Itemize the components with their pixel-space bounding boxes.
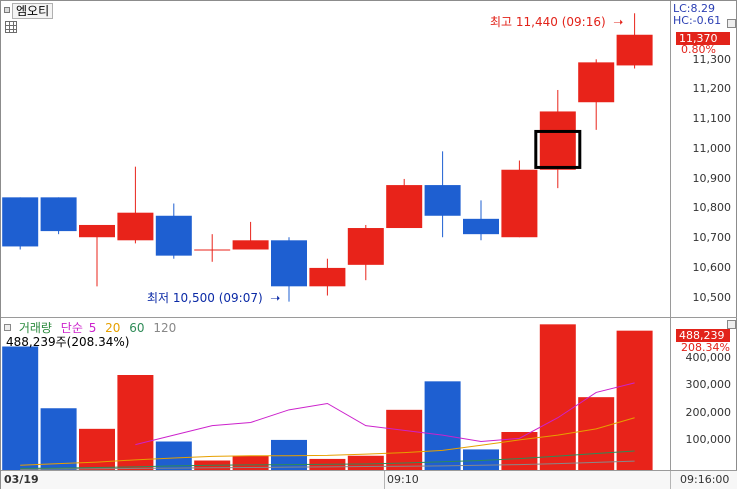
volume-bar: [539, 324, 576, 470]
high-price-text: 최고 11,440 (09:16): [490, 15, 606, 29]
current-volume-pct: 208.34%: [681, 341, 730, 354]
candle-body: [539, 111, 576, 170]
candle-body: [347, 228, 384, 265]
selected-candle-box: [534, 129, 582, 169]
candle-body: [117, 212, 154, 241]
time-divider: [670, 471, 671, 489]
time-divider: [384, 471, 385, 489]
candle-body: [155, 215, 192, 256]
volume-bar: [79, 428, 115, 470]
candle-body: [79, 224, 115, 238]
price-tick: 11,300: [692, 53, 732, 66]
candle-body: [194, 249, 231, 251]
volume-legend: 거래량 단순 5 20 60 120: [4, 319, 181, 335]
volume-value-text: 488,239주(208.34%): [6, 335, 130, 349]
volume-bar: [347, 455, 384, 470]
pane-collapse-icon[interactable]: [727, 19, 736, 28]
volume-bar: [271, 439, 307, 470]
date-label: 03/19: [4, 473, 39, 486]
candle-body: [386, 185, 423, 229]
time-axis[interactable]: 03/19 09:10 09:16:00: [1, 470, 737, 489]
volume-tick: 400,000: [685, 351, 732, 364]
ma-type-label: 단순: [60, 321, 83, 335]
right-arrow-icon: ➝: [609, 15, 624, 29]
volume-bar: [578, 397, 615, 470]
volume-bar: [40, 408, 77, 470]
volume-bar: [117, 375, 154, 470]
time-label: 09:10: [387, 473, 419, 486]
pane-menu-icon[interactable]: [4, 324, 11, 331]
price-axis[interactable]: LC:8.29 HC:-0.61 11,370 0.80% 11,300 11,…: [670, 1, 737, 317]
price-tick: 10,500: [692, 291, 732, 304]
candle-body: [501, 169, 538, 238]
price-tick: 10,600: [692, 261, 732, 274]
price-tick: 11,100: [692, 112, 732, 125]
candle-body: [616, 34, 653, 66]
candle-body: [578, 62, 615, 103]
candle-body: [232, 240, 269, 250]
lc-value: LC:8.29: [673, 2, 716, 15]
ma120-period: 120: [153, 321, 177, 335]
low-price-text: 최저 10,500 (09:07): [147, 291, 263, 305]
volume-tick: 100,000: [685, 433, 732, 446]
candle-body: [463, 218, 499, 235]
candle-body: [2, 197, 39, 247]
high-price-annotation: 최고 11,440 (09:16) ➝: [490, 13, 623, 30]
volume-bar: [2, 346, 39, 470]
ma20-period: 20: [105, 321, 121, 335]
right-arrow-icon: ➝: [266, 291, 281, 305]
volume-tick: 200,000: [685, 406, 732, 419]
volume-tick: 300,000: [685, 378, 732, 391]
ma60-period: 60: [129, 321, 145, 335]
hc-value: HC:-0.61: [673, 14, 722, 27]
price-tick: 10,900: [692, 172, 732, 185]
current-price-tag: 11,370: [676, 32, 730, 45]
price-tick: 10,800: [692, 201, 732, 214]
current-change-pct: 0.80%: [681, 43, 716, 56]
ma120-line: [20, 460, 635, 470]
price-tick: 10,700: [692, 231, 732, 244]
current-volume-tag: 488,239: [676, 329, 730, 342]
candle-body: [40, 197, 77, 232]
candle-body: [309, 267, 346, 287]
price-tick: 11,000: [692, 142, 732, 155]
stock-name-box[interactable]: 엠오티: [12, 3, 54, 19]
price-tick: 11,200: [692, 82, 732, 95]
volume-bar: [232, 455, 269, 470]
ma60-line: [20, 450, 635, 469]
volume-bar: [616, 330, 653, 470]
chart-toolbar: 엠오티: [1, 1, 121, 41]
volume-label: 거래량: [18, 321, 52, 335]
grid-table-icon[interactable]: [5, 21, 17, 33]
time-label: 09:16:00: [680, 473, 730, 486]
volume-bar: [424, 381, 461, 470]
volume-bar: [386, 409, 423, 470]
pane-menu-icon[interactable]: [4, 7, 10, 13]
ma5-period: 5: [88, 321, 97, 335]
candle-body: [271, 240, 307, 287]
pane-collapse-icon[interactable]: [727, 320, 736, 329]
candle-body: [424, 185, 461, 216]
low-price-annotation: 최저 10,500 (09:07) ➝: [147, 289, 280, 306]
volume-axis[interactable]: 488,239 208.34% 400,000 300,000 200,000 …: [670, 318, 737, 470]
pane-divider[interactable]: [1, 317, 737, 318]
ma20-line: [20, 417, 635, 466]
ma5-line: [135, 382, 635, 446]
